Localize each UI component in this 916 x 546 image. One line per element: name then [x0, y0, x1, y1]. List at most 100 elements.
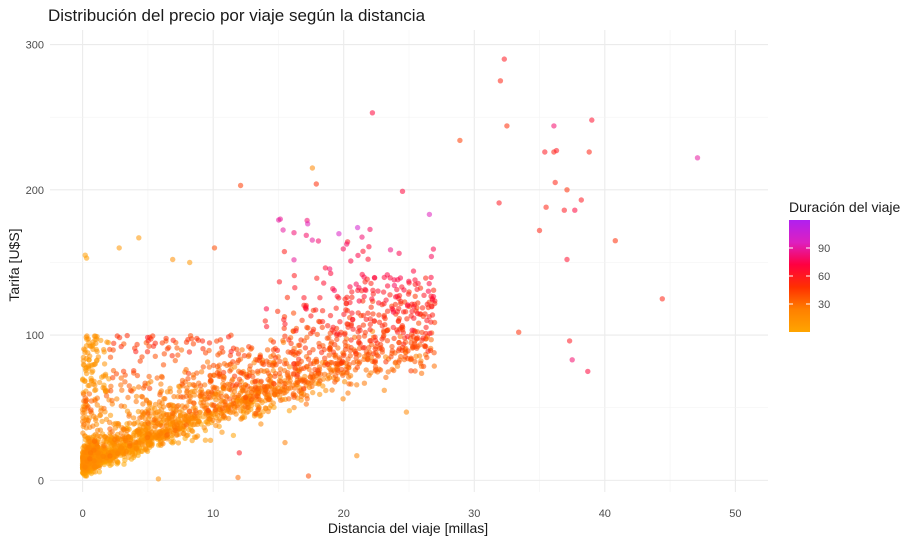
data-point: [298, 393, 305, 399]
data-point: [344, 294, 350, 300]
data-point: [410, 333, 416, 340]
data-point: [200, 346, 206, 352]
data-point: [199, 391, 205, 397]
data-point: [322, 371, 328, 377]
data-point: [91, 458, 97, 464]
data-point: [148, 429, 154, 435]
data-point: [423, 343, 429, 350]
data-point: [146, 343, 152, 349]
data-point: [536, 227, 543, 234]
data-point: [370, 287, 376, 293]
data-point: [516, 329, 522, 335]
x-tick-label: 50: [729, 508, 741, 520]
data-point: [308, 313, 314, 319]
data-point: [332, 373, 339, 379]
data-point: [87, 456, 93, 462]
data-point: [344, 241, 350, 247]
data-point: [150, 343, 157, 349]
data-point: [280, 337, 286, 344]
data-point: [327, 345, 333, 351]
data-point: [334, 336, 340, 343]
data-point: [140, 401, 146, 407]
data-point: [258, 412, 264, 419]
data-point: [189, 427, 195, 434]
data-point: [194, 370, 200, 376]
data-point: [202, 350, 209, 356]
data-point: [236, 376, 243, 382]
data-point: [391, 367, 397, 374]
data-point: [354, 364, 360, 371]
data-point: [139, 409, 145, 415]
data-point: [414, 286, 420, 293]
data-point: [372, 346, 378, 352]
data-point: [354, 382, 360, 388]
data-point: [118, 403, 125, 409]
data-point: [342, 339, 348, 345]
data-point: [375, 288, 381, 294]
data-point: [384, 338, 391, 344]
data-point: [81, 421, 87, 428]
data-point: [385, 369, 391, 375]
data-point: [332, 341, 338, 348]
data-point: [272, 373, 278, 379]
data-point: [97, 433, 103, 440]
data-point: [306, 350, 313, 356]
data-point: [142, 445, 149, 451]
data-point: [239, 347, 245, 353]
data-point: [111, 340, 117, 346]
data-point: [275, 308, 281, 314]
data-point: [124, 332, 130, 339]
data-point: [210, 362, 217, 369]
data-point: [144, 334, 151, 341]
data-point: [107, 412, 114, 418]
data-point: [356, 339, 362, 345]
data-point: [409, 327, 415, 333]
data-point: [136, 384, 142, 390]
data-point: [305, 356, 312, 362]
data-point: [384, 283, 391, 289]
data-point: [291, 361, 297, 367]
data-point: [379, 346, 385, 353]
data-point: [101, 443, 108, 449]
data-point: [263, 306, 270, 312]
data-point: [236, 450, 242, 456]
data-point: [83, 473, 90, 479]
data-point: [237, 182, 244, 189]
data-point: [303, 401, 309, 407]
data-point: [195, 418, 202, 425]
data-point: [314, 331, 320, 338]
data-point: [327, 312, 334, 319]
data-point: [280, 227, 286, 233]
data-point: [362, 286, 368, 293]
data-point: [92, 431, 99, 438]
data-point: [371, 351, 377, 357]
data-point: [244, 409, 250, 416]
data-point: [369, 296, 375, 302]
data-point: [131, 452, 138, 458]
data-point: [589, 117, 595, 123]
data-point: [282, 361, 288, 367]
data-point: [313, 181, 319, 187]
data-point: [371, 359, 377, 365]
data-point: [119, 387, 125, 393]
data-point: [122, 437, 129, 443]
data-point: [384, 308, 391, 314]
data-point: [249, 369, 256, 375]
data-point: [87, 438, 93, 445]
data-point: [347, 299, 353, 306]
data-point: [84, 333, 90, 339]
data-point: [391, 277, 397, 283]
data-point: [96, 469, 103, 475]
data-point: [230, 432, 237, 439]
data-point: [175, 352, 181, 358]
data-point: [426, 280, 432, 287]
data-point: [90, 339, 96, 345]
data-point: [352, 348, 358, 354]
data-point: [144, 434, 151, 441]
data-point: [390, 309, 397, 315]
data-point: [191, 382, 198, 388]
data-point: [167, 389, 174, 395]
data-point: [82, 378, 88, 384]
data-point: [218, 393, 224, 400]
data-point: [372, 337, 379, 344]
